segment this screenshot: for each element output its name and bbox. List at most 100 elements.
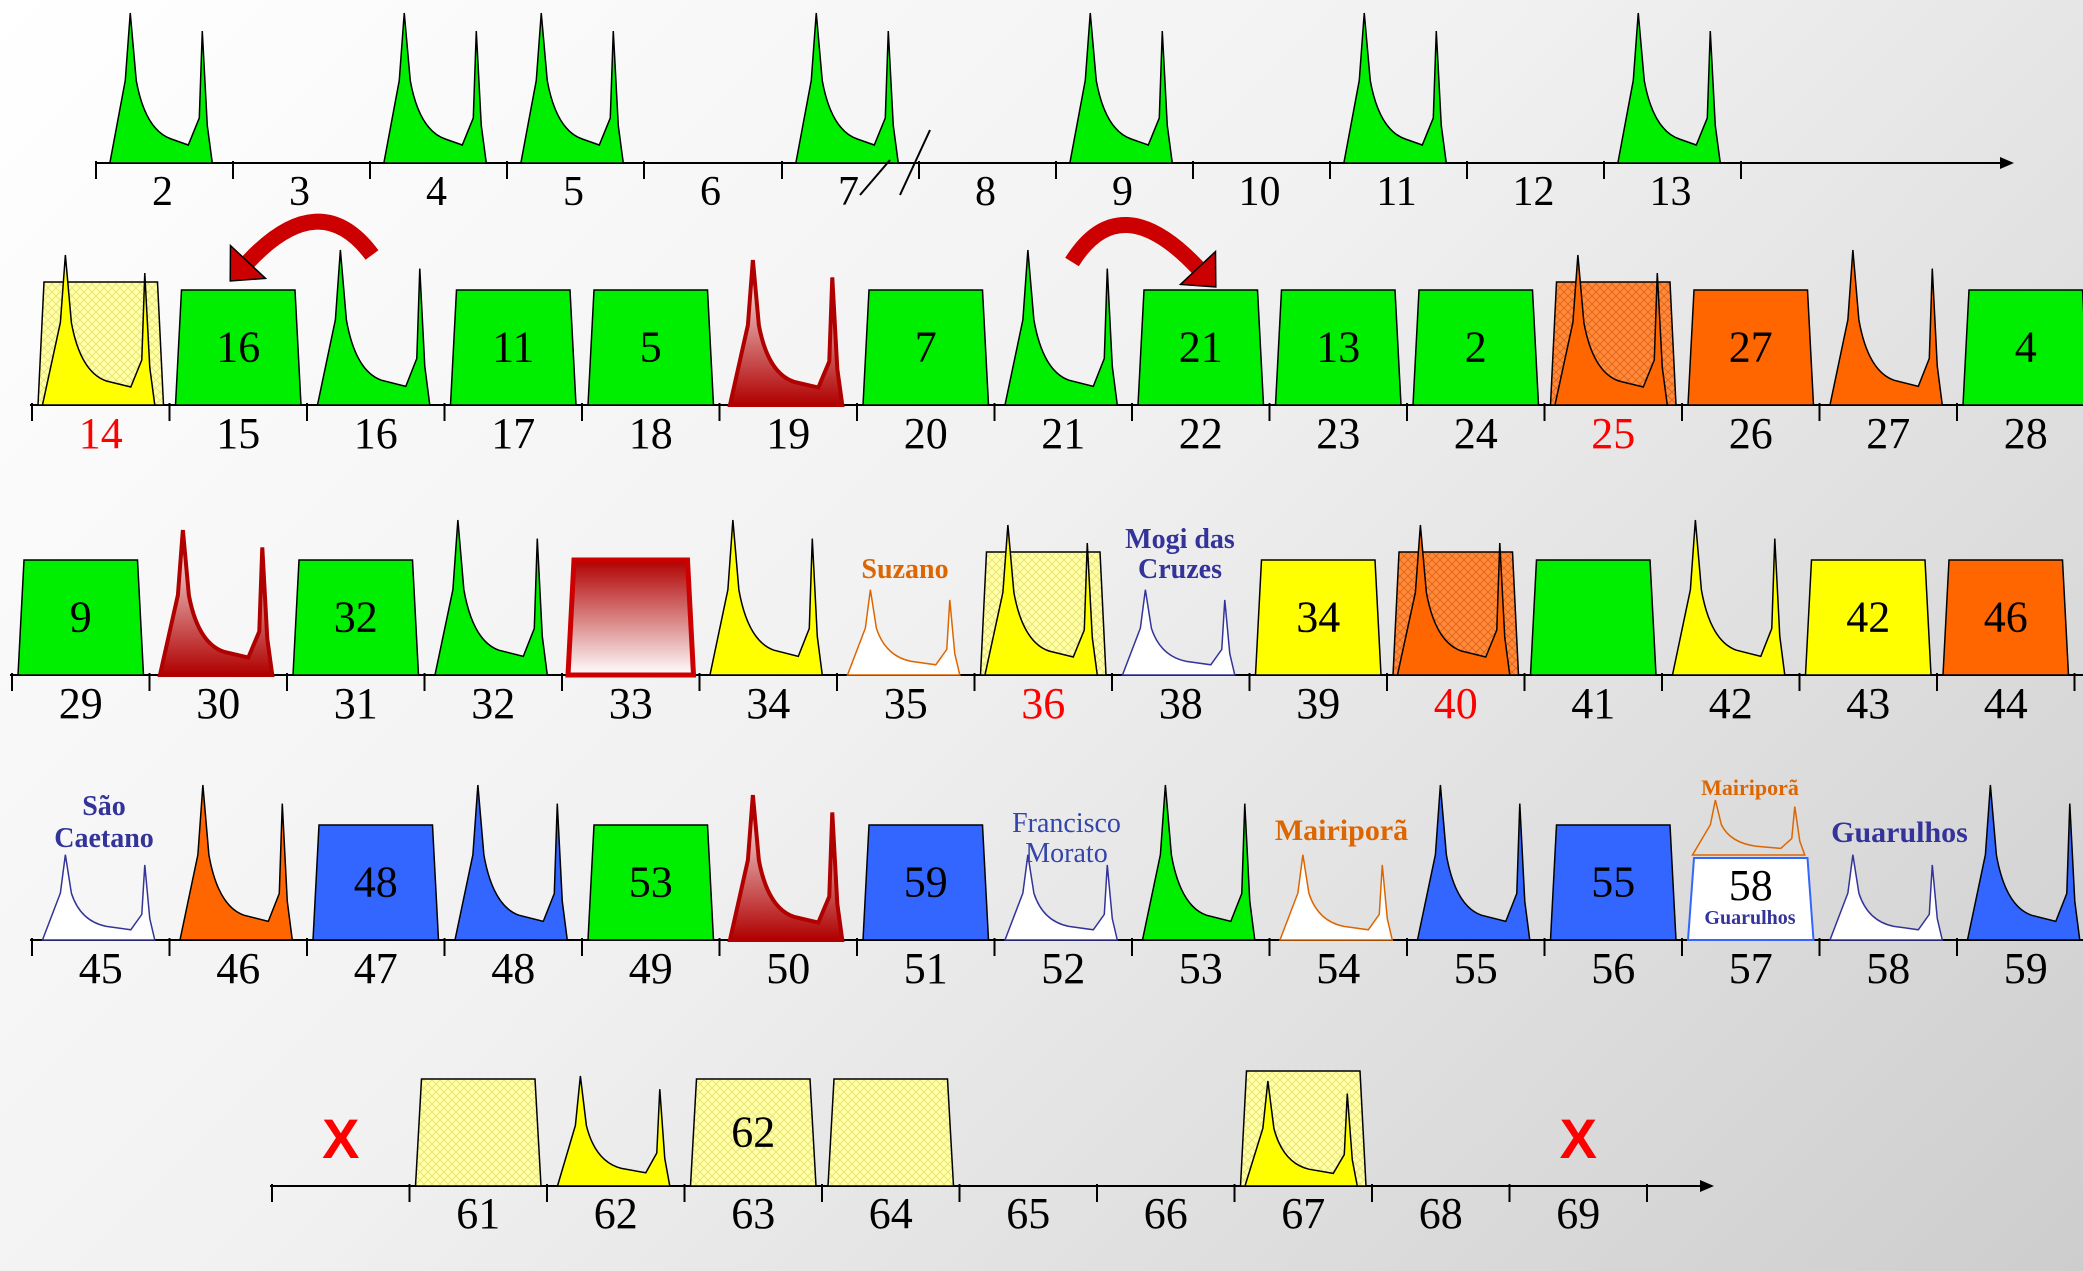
row4-cell-6-box-text: 59: [904, 858, 948, 907]
row3-cell-4-box: [565, 557, 697, 678]
row1-peak-13: [1616, 12, 1722, 164]
row1-label-3: 3: [289, 169, 310, 215]
row3-label-43: 43: [1846, 679, 1890, 728]
row1-peak-4: [382, 12, 488, 164]
row5-label-61: 61: [456, 1189, 500, 1238]
row2-cell-4-box: [587, 289, 715, 406]
row4-label-55: 55: [1454, 944, 1498, 993]
row3-cell-10-peak: [1396, 524, 1511, 676]
row4-cell-2-box-text: 48: [354, 858, 398, 907]
row2-cell-6-box-text: 7: [915, 323, 937, 372]
row4-cell-4-box-text: 53: [629, 858, 673, 907]
row2-cell-5-peak: [727, 259, 845, 407]
row3-cell-14-box-text: 46: [1984, 593, 2028, 642]
row2-cell-13-peak: [1829, 249, 1944, 406]
swap-arrow-left-head: [229, 243, 268, 282]
row3-cell-12-peak: [1671, 519, 1786, 676]
row2-cell-9-box: [1274, 289, 1402, 406]
row3-label-39: 39: [1296, 679, 1340, 728]
row5-cell-9-x: X: [1560, 1107, 1597, 1170]
row4-label-52: 52: [1041, 944, 1085, 993]
row3-cell-0-box: [17, 559, 145, 676]
row2-label-20: 20: [904, 409, 948, 458]
row5-label-64: 64: [869, 1189, 913, 1238]
row5-label-63: 63: [731, 1189, 775, 1238]
row4-cell-0-peak: [41, 854, 156, 941]
row3-label-40: 40: [1434, 679, 1478, 728]
row4-cell-1-peak: [179, 784, 294, 941]
row5-cell-4-box: [827, 1078, 955, 1187]
caption-francisco-morato-line1: Francisco: [1012, 808, 1121, 839]
row3-cell-11-box: [1529, 559, 1657, 676]
row2-cell-12-box-text: 27: [1729, 323, 1773, 372]
row2-cell-8-box: [1137, 289, 1265, 406]
row5-cell-3-box: [689, 1078, 817, 1187]
row2-label-27: 27: [1866, 409, 1910, 458]
axis-break-mark-a: [859, 159, 891, 196]
row1-peak-5: [519, 12, 625, 164]
row1-label-7: 7: [838, 169, 859, 215]
row4-cell-2-box: [312, 824, 440, 941]
row3-cell-2-box: [292, 559, 420, 676]
row3-label-33: 33: [609, 679, 653, 728]
caption-guarulhos-small: Guarulhos: [1704, 907, 1795, 929]
row5-cell-2-peak: [556, 1075, 671, 1187]
swap-arrow-right-body: [1065, 217, 1204, 274]
caption-mairipora-small: Mairiporã: [1701, 775, 1799, 800]
row5-label-66: 66: [1144, 1189, 1188, 1238]
row4-label-56: 56: [1591, 944, 1635, 993]
row4-label-46: 46: [216, 944, 260, 993]
row2-cell-9-box-text: 13: [1316, 323, 1360, 372]
row3-cell-6-peak: [846, 589, 961, 676]
axis-break-mark-b: [899, 129, 931, 196]
row2-label-25: 25: [1591, 409, 1635, 458]
row3-cell-8-peak: [1121, 589, 1236, 676]
row1-label-9: 9: [1112, 169, 1133, 215]
row2-label-23: 23: [1316, 409, 1360, 458]
row4-cell-9-peak: [1278, 854, 1394, 941]
row2-cell-7-peak: [1004, 249, 1119, 406]
row2-cell-0-peak: [41, 254, 156, 406]
row3-label-35: 35: [884, 679, 928, 728]
row3-label-31: 31: [334, 679, 378, 728]
row1-label-6: 6: [700, 169, 721, 215]
row1-peak-9: [1068, 12, 1174, 164]
row1-label-4: 4: [426, 169, 447, 215]
row2-label-17: 17: [491, 409, 535, 458]
row3-label-30: 30: [196, 679, 240, 728]
row3-label-29: 29: [59, 679, 103, 728]
row2-cell-3-box: [449, 289, 577, 406]
row2-cell-12-box: [1687, 289, 1815, 406]
row1-label-11: 11: [1376, 169, 1416, 215]
row4-cell-6-box: [862, 824, 990, 941]
caption-sao-caetano-line2: Caetano: [54, 823, 154, 854]
caption-guarulhos: Guarulhos: [1831, 816, 1968, 849]
row5-cell-3-box-text: 62: [731, 1108, 775, 1157]
row3-label-41: 41: [1571, 679, 1615, 728]
row3-label-38: 38: [1159, 679, 1203, 728]
row3-cell-14-box: [1942, 559, 2070, 676]
row4-label-48: 48: [491, 944, 535, 993]
row3-label-34: 34: [746, 679, 790, 728]
row5-label-68: 68: [1419, 1189, 1463, 1238]
row3-cell-9-box: [1254, 559, 1382, 676]
row2-cell-8-box-text: 21: [1179, 323, 1223, 372]
row2-label-22: 22: [1179, 409, 1223, 458]
row4-cell-3-peak: [454, 784, 569, 941]
row4-label-59: 59: [2004, 944, 2048, 993]
row5-cell-1-box: [414, 1078, 542, 1187]
row3-cell-2-box-text: 32: [334, 593, 378, 642]
row4-cell-4-box: [587, 824, 715, 941]
row4-cell-11-box: [1549, 824, 1677, 941]
caption-francisco-morato-line2: Morato: [1025, 838, 1107, 869]
row2-cell-10-box-text: 2: [1465, 323, 1487, 372]
row2-label-14: 14: [79, 409, 123, 458]
row4-cell-14-peak: [1966, 784, 2081, 941]
row3-cell-5-peak: [709, 519, 824, 676]
row3-cell-9-box-text: 34: [1296, 593, 1340, 642]
row3-cell-13-box: [1804, 559, 1932, 676]
row4-label-51: 51: [904, 944, 948, 993]
caption-sao-caetano-line1: São: [82, 791, 126, 822]
row4-cell-8-peak: [1141, 784, 1256, 941]
